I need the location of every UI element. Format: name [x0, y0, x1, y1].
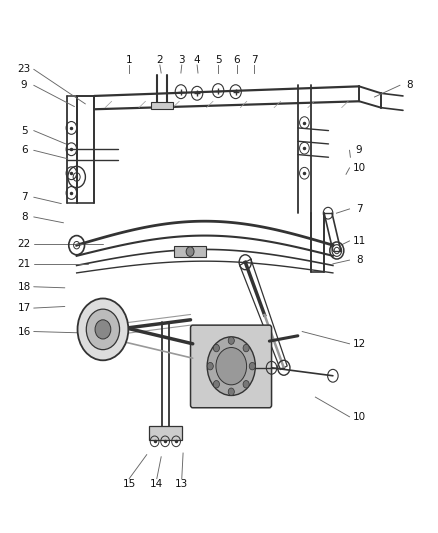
Circle shape: [207, 362, 213, 370]
Circle shape: [95, 320, 111, 339]
Text: 11: 11: [353, 236, 366, 246]
Circle shape: [228, 388, 234, 395]
Text: 6: 6: [21, 146, 28, 155]
FancyBboxPatch shape: [151, 102, 173, 109]
Text: 4: 4: [194, 55, 201, 64]
Circle shape: [207, 337, 255, 395]
Text: 1: 1: [126, 55, 133, 64]
Circle shape: [86, 309, 120, 350]
Circle shape: [186, 247, 194, 256]
Circle shape: [243, 381, 249, 388]
Text: 7: 7: [21, 192, 28, 202]
Text: 8: 8: [406, 80, 413, 90]
Text: 17: 17: [18, 303, 31, 313]
Circle shape: [213, 381, 219, 388]
Circle shape: [78, 298, 128, 360]
Text: 5: 5: [215, 55, 222, 64]
Text: 6: 6: [233, 55, 240, 64]
FancyBboxPatch shape: [174, 246, 206, 257]
Text: 10: 10: [353, 163, 366, 173]
Text: 16: 16: [18, 327, 31, 336]
Text: 12: 12: [353, 339, 366, 349]
Circle shape: [216, 348, 247, 385]
Text: 5: 5: [21, 126, 28, 135]
Text: 8: 8: [21, 212, 28, 222]
Text: 10: 10: [353, 412, 366, 422]
Text: 22: 22: [18, 239, 31, 248]
Text: 21: 21: [18, 259, 31, 269]
Text: 9: 9: [21, 80, 28, 90]
Circle shape: [213, 344, 219, 352]
Text: 15: 15: [123, 479, 136, 489]
Text: 2: 2: [156, 55, 163, 64]
Text: 3: 3: [178, 55, 185, 64]
Text: 14: 14: [150, 479, 163, 489]
FancyBboxPatch shape: [191, 325, 272, 408]
FancyBboxPatch shape: [149, 426, 182, 440]
Text: 7: 7: [251, 55, 258, 64]
Text: 13: 13: [175, 479, 188, 489]
Circle shape: [243, 344, 249, 352]
Text: 7: 7: [356, 204, 363, 214]
Circle shape: [228, 337, 234, 344]
Circle shape: [249, 362, 255, 370]
Text: 18: 18: [18, 282, 31, 292]
Text: 9: 9: [356, 146, 363, 155]
Text: 23: 23: [18, 64, 31, 74]
Text: 8: 8: [356, 255, 363, 265]
